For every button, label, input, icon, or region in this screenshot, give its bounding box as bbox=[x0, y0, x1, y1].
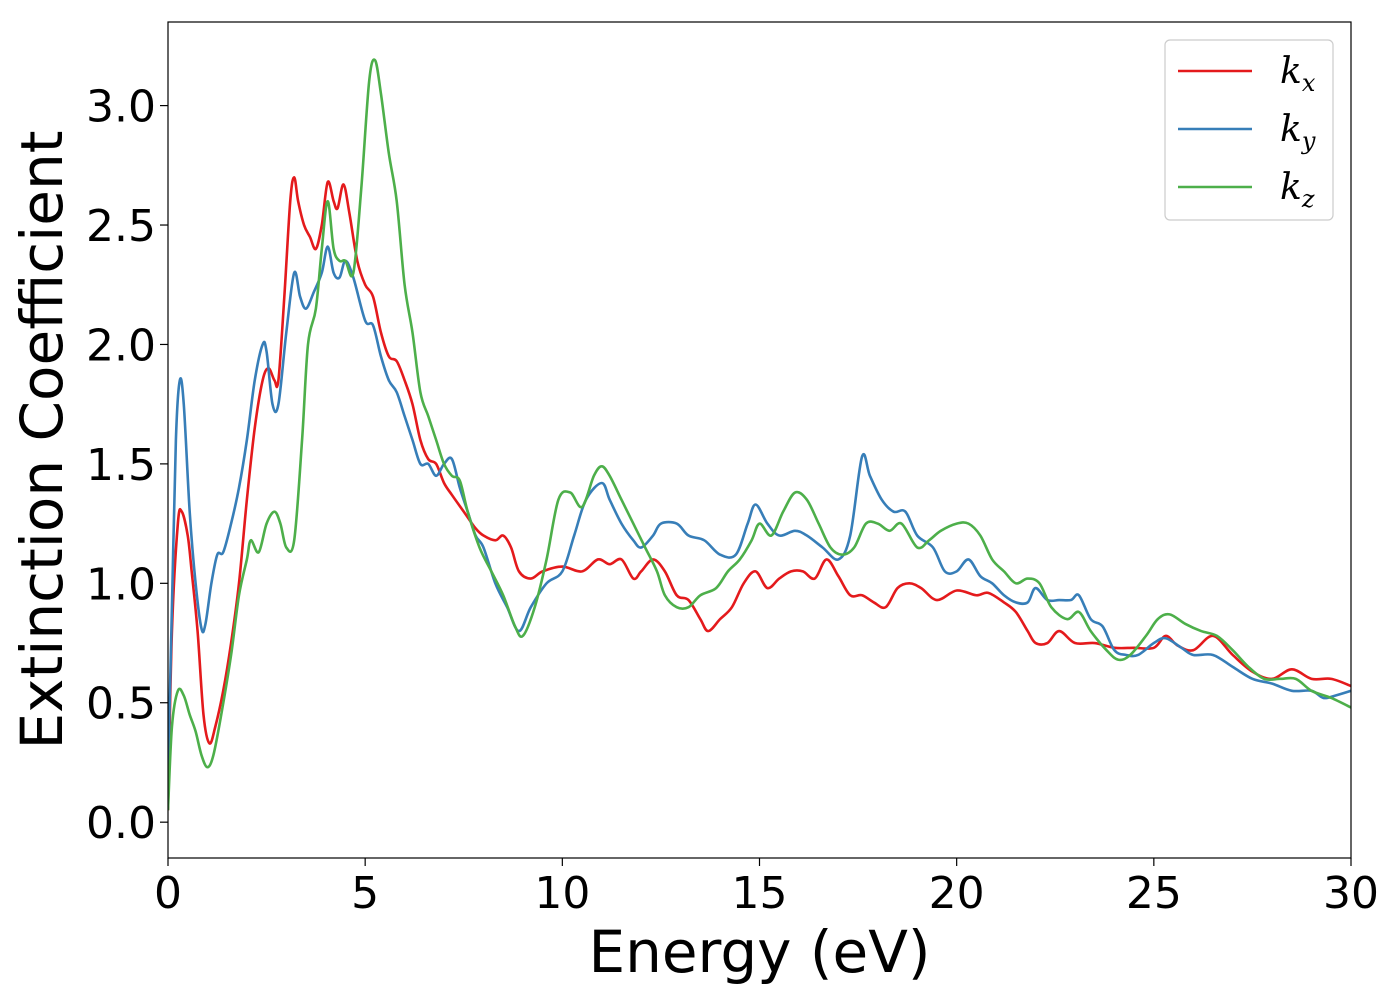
x-tick-label: 25 bbox=[1126, 868, 1182, 919]
y-axis-ticks: 0.0 0.5 1.0 1.5 2.0 2.5 3.0 bbox=[86, 82, 168, 849]
x-axis-label: Energy (eV) bbox=[588, 918, 930, 986]
x-tick-label: 0 bbox=[154, 868, 182, 919]
y-tick-label: 3.0 bbox=[86, 82, 156, 133]
series-line-ky bbox=[168, 245, 1351, 775]
x-tick-label: 15 bbox=[732, 868, 788, 919]
x-tick-label: 5 bbox=[351, 868, 379, 919]
legend-label-ky: ky bbox=[1280, 109, 1316, 155]
y-tick-label: 0.5 bbox=[86, 679, 156, 730]
y-tick-label: 1.0 bbox=[86, 559, 156, 610]
legend-label-kz: kz bbox=[1280, 167, 1315, 213]
legend-label-kx: kx bbox=[1280, 51, 1316, 97]
y-tick-label: 2.5 bbox=[86, 201, 156, 252]
series-line-kz bbox=[168, 58, 1351, 811]
y-axis-label: Extinction Coefficient bbox=[8, 131, 76, 750]
y-tick-label: 0.0 bbox=[86, 798, 156, 849]
x-tick-label: 20 bbox=[929, 868, 985, 919]
x-axis-ticks: 0 5 10 15 20 25 30 bbox=[154, 858, 1379, 919]
x-tick-label: 30 bbox=[1323, 868, 1379, 919]
series-layer bbox=[168, 58, 1351, 811]
legend: kx ky kz bbox=[1164, 39, 1334, 221]
y-tick-label: 1.5 bbox=[86, 440, 156, 491]
series-line-kx bbox=[168, 175, 1351, 811]
x-tick-label: 10 bbox=[534, 868, 590, 919]
y-tick-label: 2.0 bbox=[86, 320, 156, 371]
